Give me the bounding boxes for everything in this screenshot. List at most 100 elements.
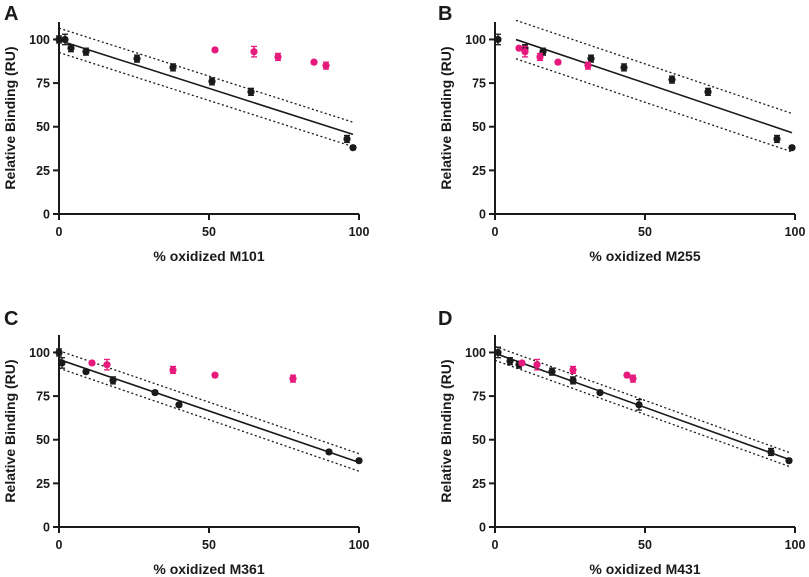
data-point-pink [518, 359, 526, 367]
confidence-band-upper [515, 19, 793, 115]
y-tick-label: 0 [479, 521, 486, 535]
data-point-pink [623, 371, 631, 379]
panel-d: D 0 25 50 75 100 0 50 100 % oxidized M431 Relative… [438, 308, 805, 577]
x-tick-label: 50 [638, 538, 652, 552]
y-tick-label: 75 [36, 390, 50, 404]
confidence-band-lower [58, 51, 354, 148]
x-tick-label: 100 [349, 538, 370, 552]
data-point-pink [569, 366, 577, 374]
data-point-black [58, 359, 66, 367]
x-axis-title: % oxidized M361 [153, 561, 264, 577]
panel-letter: B [438, 3, 452, 25]
panel-letter: A [4, 3, 18, 25]
data-point-black [620, 63, 628, 71]
data-point-black [133, 55, 141, 63]
data-point-black [767, 448, 775, 456]
x-tick-label: 0 [56, 225, 63, 239]
data-point-pink [521, 48, 529, 56]
x-axis-title: % oxidized M255 [589, 248, 700, 264]
panel-c: C 0 25 50 75 100 0 50 100 % oxidized M361 Relative… [2, 308, 369, 577]
data-point-pink [584, 62, 592, 70]
confidence-band-upper [58, 27, 354, 123]
confidence-band-upper [58, 350, 360, 455]
data-point-black [175, 401, 183, 409]
y-tick-label: 25 [36, 477, 50, 491]
y-tick-label: 100 [29, 33, 50, 47]
x-tick-label: 50 [638, 225, 652, 239]
y-tick-label: 25 [472, 164, 486, 178]
data-point-pink [310, 58, 318, 66]
data-point-black [169, 63, 177, 71]
data-point-pink [554, 58, 562, 66]
confidence-band-lower [494, 359, 790, 467]
data-point-black [55, 348, 63, 357]
data-point-black [548, 368, 556, 376]
x-tick-label: 0 [492, 225, 499, 239]
data-point-black [494, 35, 502, 44]
x-tick-label: 100 [349, 225, 370, 239]
data-point-black [587, 55, 595, 63]
panel-b: B 0 25 50 75 100 0 50 100 % oxidized M255 Relative… [438, 3, 805, 264]
x-tick-label: 100 [785, 538, 806, 552]
data-point-black [668, 76, 676, 84]
y-tick-label: 50 [472, 120, 486, 134]
y-tick-label: 100 [29, 346, 50, 360]
y-tick-label: 100 [465, 346, 486, 360]
y-tick-label: 50 [36, 120, 50, 134]
y-tick-label: 100 [465, 33, 486, 47]
y-tick-label: 75 [36, 77, 50, 91]
x-tick-label: 0 [492, 538, 499, 552]
x-tick-label: 0 [56, 538, 63, 552]
x-axis-title: % oxidized M101 [153, 248, 264, 264]
y-tick-label: 0 [43, 521, 50, 535]
data-point-black [355, 457, 363, 465]
data-point-pink [250, 48, 258, 56]
y-tick-label: 25 [472, 477, 486, 491]
data-point-black [208, 77, 216, 85]
data-point-pink [322, 62, 330, 70]
data-point-black [704, 88, 712, 96]
y-tick-label: 0 [43, 208, 50, 222]
y-tick-label: 25 [36, 164, 50, 178]
data-point-pink [533, 361, 541, 369]
y-axis-title: Relative Binding (RU) [438, 359, 454, 502]
data-point-pink [169, 366, 177, 374]
fit-line [515, 38, 793, 134]
y-tick-label: 50 [36, 433, 50, 447]
panel-letter: C [4, 308, 18, 330]
data-point-black [788, 144, 796, 152]
data-point-pink [274, 53, 282, 61]
y-axis-title: Relative Binding (RU) [2, 359, 18, 502]
data-point-black [82, 48, 90, 56]
data-point-pink [629, 375, 637, 383]
data-point-black [349, 144, 357, 152]
x-tick-label: 100 [785, 225, 806, 239]
x-tick-label: 50 [202, 225, 216, 239]
confidence-band-lower [58, 367, 360, 472]
data-point-pink [211, 46, 219, 54]
data-point-pink [515, 44, 523, 52]
data-point-black [596, 389, 604, 397]
y-tick-label: 50 [472, 433, 486, 447]
data-point-black [506, 357, 514, 365]
data-point-black [82, 368, 90, 376]
data-point-pink [211, 371, 219, 379]
data-point-black [151, 389, 159, 397]
data-point-black [343, 135, 351, 143]
data-point-black [785, 457, 793, 465]
data-point-pink [88, 359, 96, 367]
y-tick-label: 75 [472, 77, 486, 91]
y-axis-title: Relative Binding (RU) [438, 46, 454, 189]
x-axis-title: % oxidized M431 [589, 561, 700, 577]
data-point-pink [103, 361, 111, 369]
data-point-black [325, 448, 333, 456]
fit-line [58, 358, 360, 464]
fit-line [58, 39, 354, 136]
data-point-black [67, 44, 75, 52]
data-point-pink [289, 375, 297, 383]
x-tick-label: 50 [202, 538, 216, 552]
y-tick-label: 0 [479, 208, 486, 222]
data-point-black [55, 35, 63, 44]
data-point-black [109, 376, 117, 384]
